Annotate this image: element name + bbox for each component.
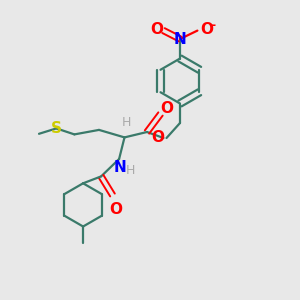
Text: -: -	[210, 19, 216, 32]
Text: H: H	[121, 116, 131, 129]
Text: O: O	[109, 202, 122, 217]
Text: H: H	[126, 164, 135, 177]
Text: O: O	[150, 22, 164, 37]
Text: N: N	[114, 160, 127, 175]
Text: N: N	[174, 32, 186, 46]
Text: O: O	[160, 101, 173, 116]
Text: O: O	[200, 22, 213, 37]
Text: S: S	[51, 121, 62, 136]
Text: O: O	[151, 130, 164, 145]
